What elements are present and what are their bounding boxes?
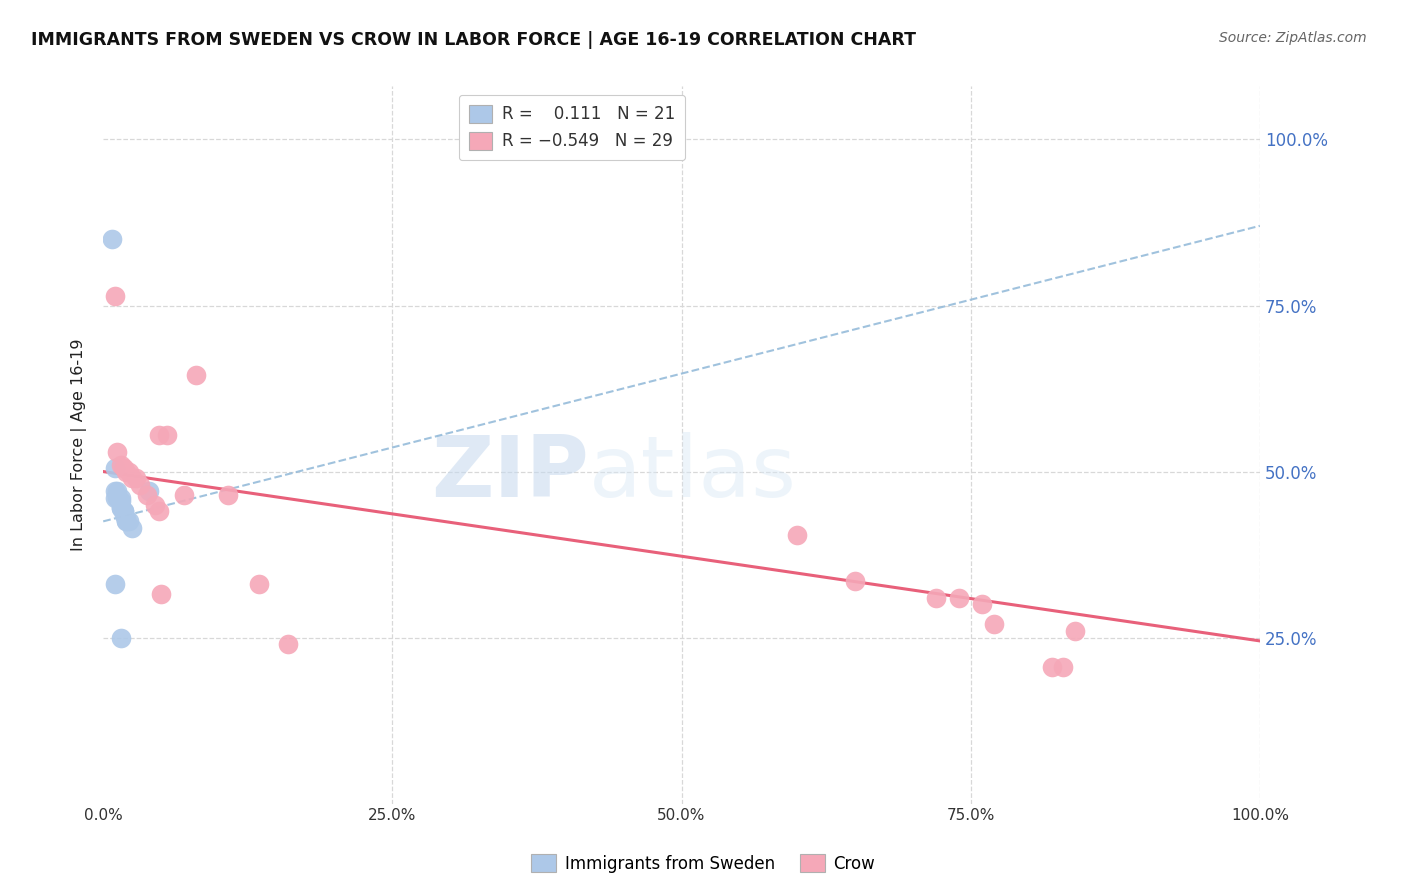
Point [110, 491, 132, 505]
Point [124, 471, 146, 485]
Point [110, 501, 132, 516]
Legend: R =    0.111   N = 21, R = −0.549   N = 29: R = 0.111 N = 21, R = −0.549 N = 29 [458, 95, 685, 161]
Point [136, 488, 159, 502]
Point [104, 491, 127, 505]
Point [156, 428, 179, 442]
Point [121, 471, 143, 485]
Point [110, 494, 132, 508]
Point [121, 521, 143, 535]
Point [184, 368, 207, 383]
Point [983, 617, 1005, 632]
Point [110, 501, 132, 516]
Point [1040, 660, 1063, 674]
Point [217, 488, 239, 502]
Point [786, 527, 808, 541]
Text: atlas: atlas [589, 433, 797, 516]
Point [143, 498, 166, 512]
Point [138, 484, 160, 499]
Point [148, 428, 170, 442]
Point [112, 508, 135, 522]
Point [110, 458, 132, 472]
Point [105, 444, 128, 458]
Point [148, 504, 170, 518]
Point [110, 631, 132, 645]
Point [115, 511, 138, 525]
Point [115, 465, 138, 479]
Point [112, 504, 135, 518]
Point [129, 478, 152, 492]
Point [173, 488, 195, 502]
Point [118, 465, 141, 479]
Legend: Immigrants from Sweden, Crow: Immigrants from Sweden, Crow [524, 847, 882, 880]
Point [247, 577, 270, 591]
Point [104, 461, 127, 475]
Point [948, 591, 970, 605]
Point [105, 484, 128, 499]
Point [115, 514, 138, 528]
Point [972, 598, 994, 612]
Text: Source: ZipAtlas.com: Source: ZipAtlas.com [1219, 31, 1367, 45]
Text: ZIP: ZIP [432, 433, 589, 516]
Point [115, 514, 138, 528]
Text: IMMIGRANTS FROM SWEDEN VS CROW IN LABOR FORCE | AGE 16-19 CORRELATION CHART: IMMIGRANTS FROM SWEDEN VS CROW IN LABOR … [31, 31, 915, 49]
Point [104, 484, 127, 499]
Point [844, 574, 866, 588]
Point [101, 232, 124, 246]
Point [150, 587, 173, 601]
Point [1052, 660, 1074, 674]
Point [1063, 624, 1085, 638]
Point [112, 461, 135, 475]
Point [277, 637, 299, 651]
Point [104, 288, 127, 302]
Point [925, 591, 948, 605]
Y-axis label: In Labor Force | Age 16-19: In Labor Force | Age 16-19 [72, 339, 87, 551]
Point [112, 504, 135, 518]
Point [118, 514, 141, 528]
Point [105, 491, 128, 505]
Point [104, 577, 127, 591]
